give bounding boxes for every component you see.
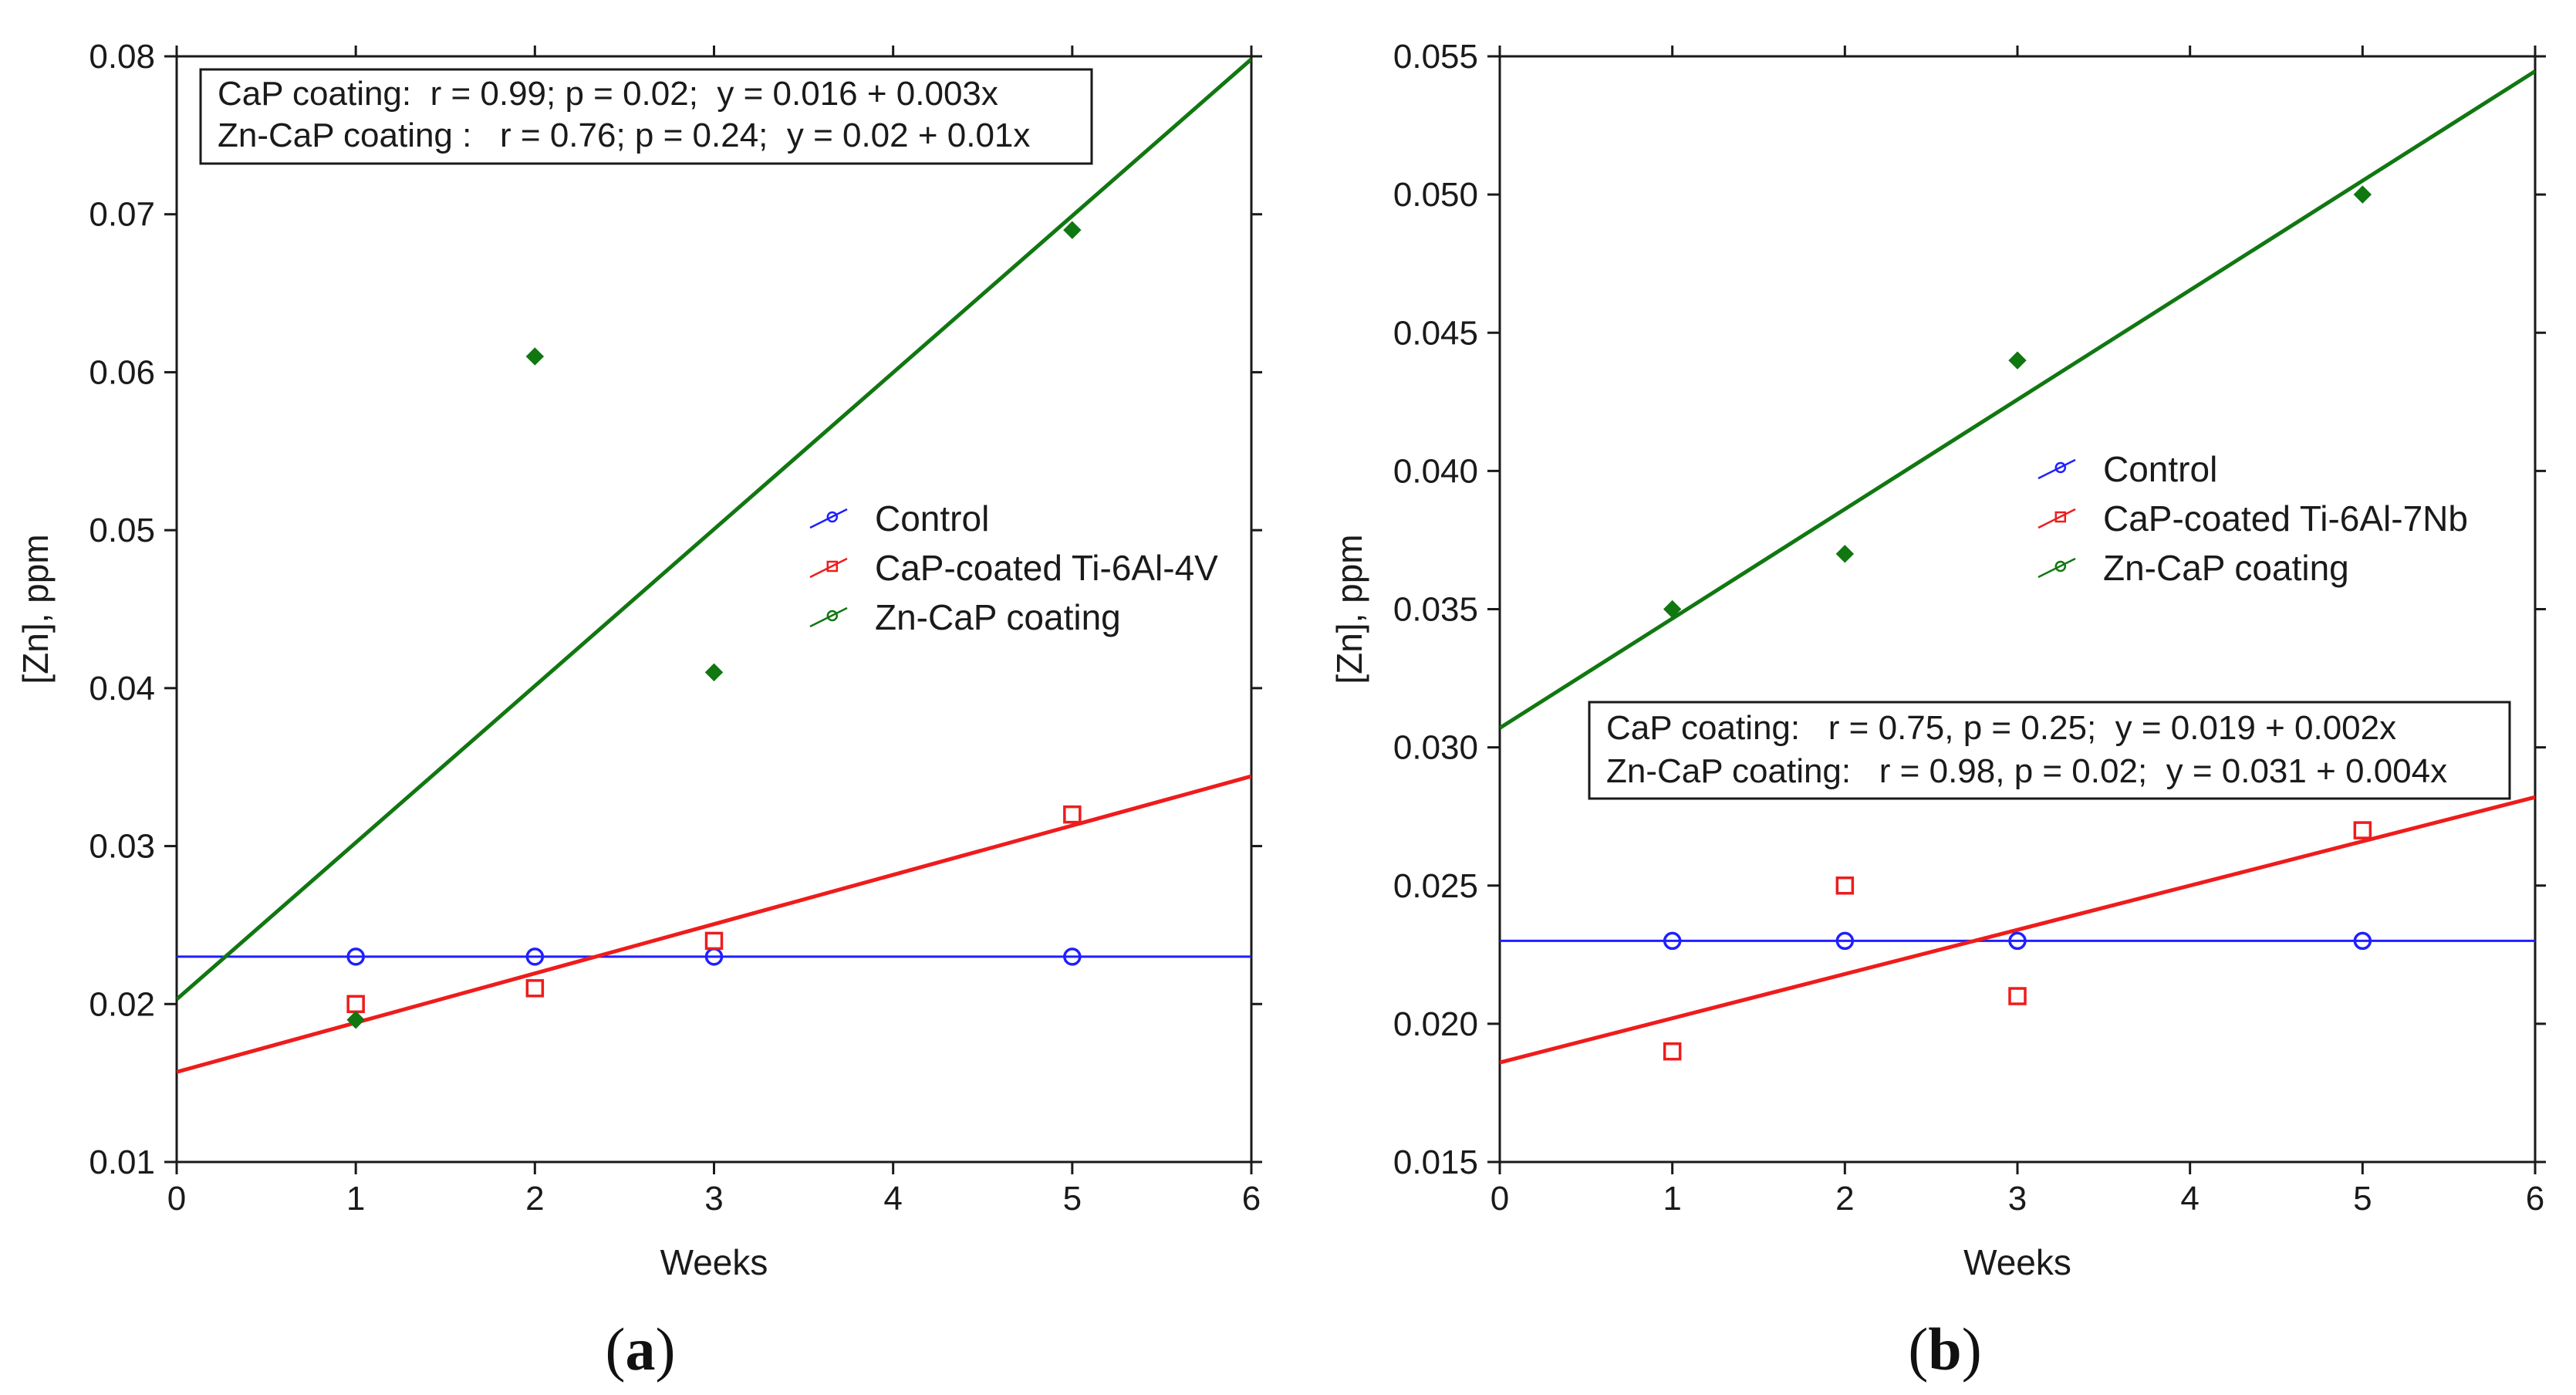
y-tick-label: 0.08 bbox=[89, 38, 155, 76]
stats-box-frame bbox=[1588, 701, 2511, 800]
stats-box-frame bbox=[199, 68, 1093, 165]
y-tick-label: 0.035 bbox=[1393, 591, 1478, 629]
data-point-circle bbox=[2008, 931, 2027, 951]
data-point-square bbox=[2008, 987, 2027, 1005]
data-point-square bbox=[1063, 805, 1082, 824]
data-point-circle bbox=[1663, 931, 1682, 951]
stats-line: Zn-CaP coating : r = 0.76; p = 0.24; y =… bbox=[218, 117, 1030, 154]
y-tick-label: 0.015 bbox=[1393, 1143, 1478, 1181]
legend: Control CaP-coated Ti-6Al-4V Zn-CaP coatin… bbox=[809, 498, 1218, 637]
series-diamond bbox=[346, 221, 1082, 1029]
stats-line: CaP coating: r = 0.75, p = 0.25; y = 0.0… bbox=[1606, 709, 2396, 747]
y-tick-label: 0.055 bbox=[1393, 38, 1478, 76]
x-tick-label: 2 bbox=[1835, 1180, 1854, 1218]
y-axis-title: [Zn], ppm bbox=[1329, 534, 1369, 684]
panel-label-letter: a bbox=[626, 1316, 656, 1383]
panel-label-open-paren: ( bbox=[606, 1316, 626, 1383]
y-tick-label: 0.01 bbox=[89, 1143, 155, 1181]
x-tick-label: 1 bbox=[346, 1180, 365, 1218]
fit-line-diamond bbox=[177, 57, 1251, 1001]
legend-label: CaP-coated Ti-6Al-4V bbox=[875, 548, 1218, 588]
y-tick-label: 0.03 bbox=[89, 828, 155, 866]
data-point-circle bbox=[346, 947, 365, 966]
panel-label: (b) bbox=[1908, 1316, 1981, 1383]
legend-swatch-marker bbox=[826, 610, 839, 622]
y-tick-label: 0.07 bbox=[89, 196, 155, 234]
data-point-diamond bbox=[346, 1011, 365, 1029]
fit-line-diamond bbox=[1500, 69, 2535, 730]
data-point-circle bbox=[1835, 931, 1855, 951]
panel-label-letter: b bbox=[1928, 1316, 1961, 1383]
legend-label: Control bbox=[875, 498, 989, 539]
fit-line-square bbox=[1500, 795, 2535, 1065]
x-axis-title: Weeks bbox=[1963, 1242, 2071, 1282]
x-tick-label: 6 bbox=[2526, 1180, 2544, 1218]
chart-panel-a: 0 1 2 3 4 5 6 0.01 0.02 0.03 0.04 0.05 0.06 0.07 0.08 W… bbox=[15, 38, 1262, 1383]
data-point-diamond bbox=[704, 663, 724, 682]
y-tick-label: 0.050 bbox=[1393, 176, 1478, 214]
legend-swatch-marker bbox=[2054, 461, 2067, 474]
panel-label-close-paren: ) bbox=[1962, 1316, 1982, 1383]
data-point-diamond bbox=[2008, 351, 2027, 370]
legend-label: Zn-CaP coating bbox=[875, 597, 1121, 637]
stats-line: CaP coating: r = 0.99; p = 0.02; y = 0.0… bbox=[218, 75, 998, 113]
x-tick-label: 4 bbox=[883, 1180, 902, 1218]
y-tick-label: 0.030 bbox=[1393, 729, 1478, 767]
data-point-diamond bbox=[1063, 221, 1082, 239]
data-point-diamond bbox=[1663, 600, 1682, 619]
data-point-diamond bbox=[2353, 185, 2372, 204]
panel-label: (a) bbox=[606, 1316, 676, 1383]
data-point-circle bbox=[525, 947, 545, 966]
data-point-circle bbox=[1063, 947, 1082, 966]
legend-label: Control bbox=[2103, 449, 2217, 489]
panel-label-close-paren: ) bbox=[656, 1316, 676, 1383]
x-tick-label: 6 bbox=[1242, 1180, 1261, 1218]
x-tick-label: 3 bbox=[704, 1180, 723, 1218]
y-tick-label: 0.04 bbox=[89, 670, 155, 708]
chart-panel-b: 0 1 2 3 4 5 6 0.015 0.020 0.025 0.030 0.035 0.040 0.0… bbox=[1329, 38, 2546, 1383]
y-tick-label: 0.025 bbox=[1393, 867, 1478, 905]
legend-swatch-marker bbox=[826, 560, 839, 573]
regression-stats-box: CaP coating: r = 0.99; p = 0.02; y = 0.0… bbox=[199, 68, 1093, 165]
fit-lines bbox=[1500, 69, 2535, 1065]
legend-swatch-marker bbox=[2054, 511, 2067, 523]
y-tick-label: 0.045 bbox=[1393, 314, 1478, 352]
y-tick-label: 0.02 bbox=[89, 985, 155, 1023]
x-tick-label: 2 bbox=[525, 1180, 544, 1218]
x-tick-label: 5 bbox=[1063, 1180, 1082, 1218]
data-point-square bbox=[2353, 821, 2372, 839]
x-tick-label: 1 bbox=[1663, 1180, 1681, 1218]
stats-line: Zn-CaP coating: r = 0.98, p = 0.02; y = … bbox=[1606, 752, 2447, 790]
data-point-square bbox=[1835, 877, 1855, 895]
data-point-square bbox=[1663, 1042, 1682, 1061]
legend-label: CaP-coated Ti-6Al-7Nb bbox=[2103, 498, 2468, 539]
series-circle bbox=[1663, 931, 2372, 951]
series-diamond bbox=[1663, 185, 2372, 619]
panel-label-open-paren: ( bbox=[1908, 1316, 1928, 1383]
x-tick-label: 3 bbox=[2008, 1180, 2027, 1218]
x-tick-label: 0 bbox=[167, 1180, 186, 1218]
x-axis-title: Weeks bbox=[660, 1242, 768, 1282]
regression-stats-box: CaP coating: r = 0.75, p = 0.25; y = 0.0… bbox=[1588, 701, 2511, 800]
data-point-square bbox=[525, 979, 545, 998]
data-point-square bbox=[704, 931, 724, 951]
y-tick-label: 0.020 bbox=[1393, 1005, 1478, 1043]
y-tick-label: 0.05 bbox=[89, 512, 155, 549]
legend-label: Zn-CaP coating bbox=[2103, 548, 2349, 588]
legend: Control CaP-coated Ti-6Al-7Nb Zn-CaP coati… bbox=[2038, 449, 2468, 588]
data-point-diamond bbox=[1835, 545, 1855, 563]
legend-swatch-marker bbox=[2054, 560, 2067, 573]
y-tick-label: 0.040 bbox=[1393, 452, 1478, 490]
series-square bbox=[1663, 821, 2372, 1061]
legend-swatch-marker bbox=[826, 511, 839, 523]
data-point-circle bbox=[2353, 931, 2372, 951]
y-tick-label: 0.06 bbox=[89, 353, 155, 391]
y-axis-title: [Zn], ppm bbox=[15, 534, 56, 684]
data-point-diamond bbox=[525, 347, 545, 366]
x-tick-label: 0 bbox=[1491, 1180, 1509, 1218]
x-tick-label: 4 bbox=[2180, 1180, 2199, 1218]
x-tick-label: 5 bbox=[2353, 1180, 2372, 1218]
